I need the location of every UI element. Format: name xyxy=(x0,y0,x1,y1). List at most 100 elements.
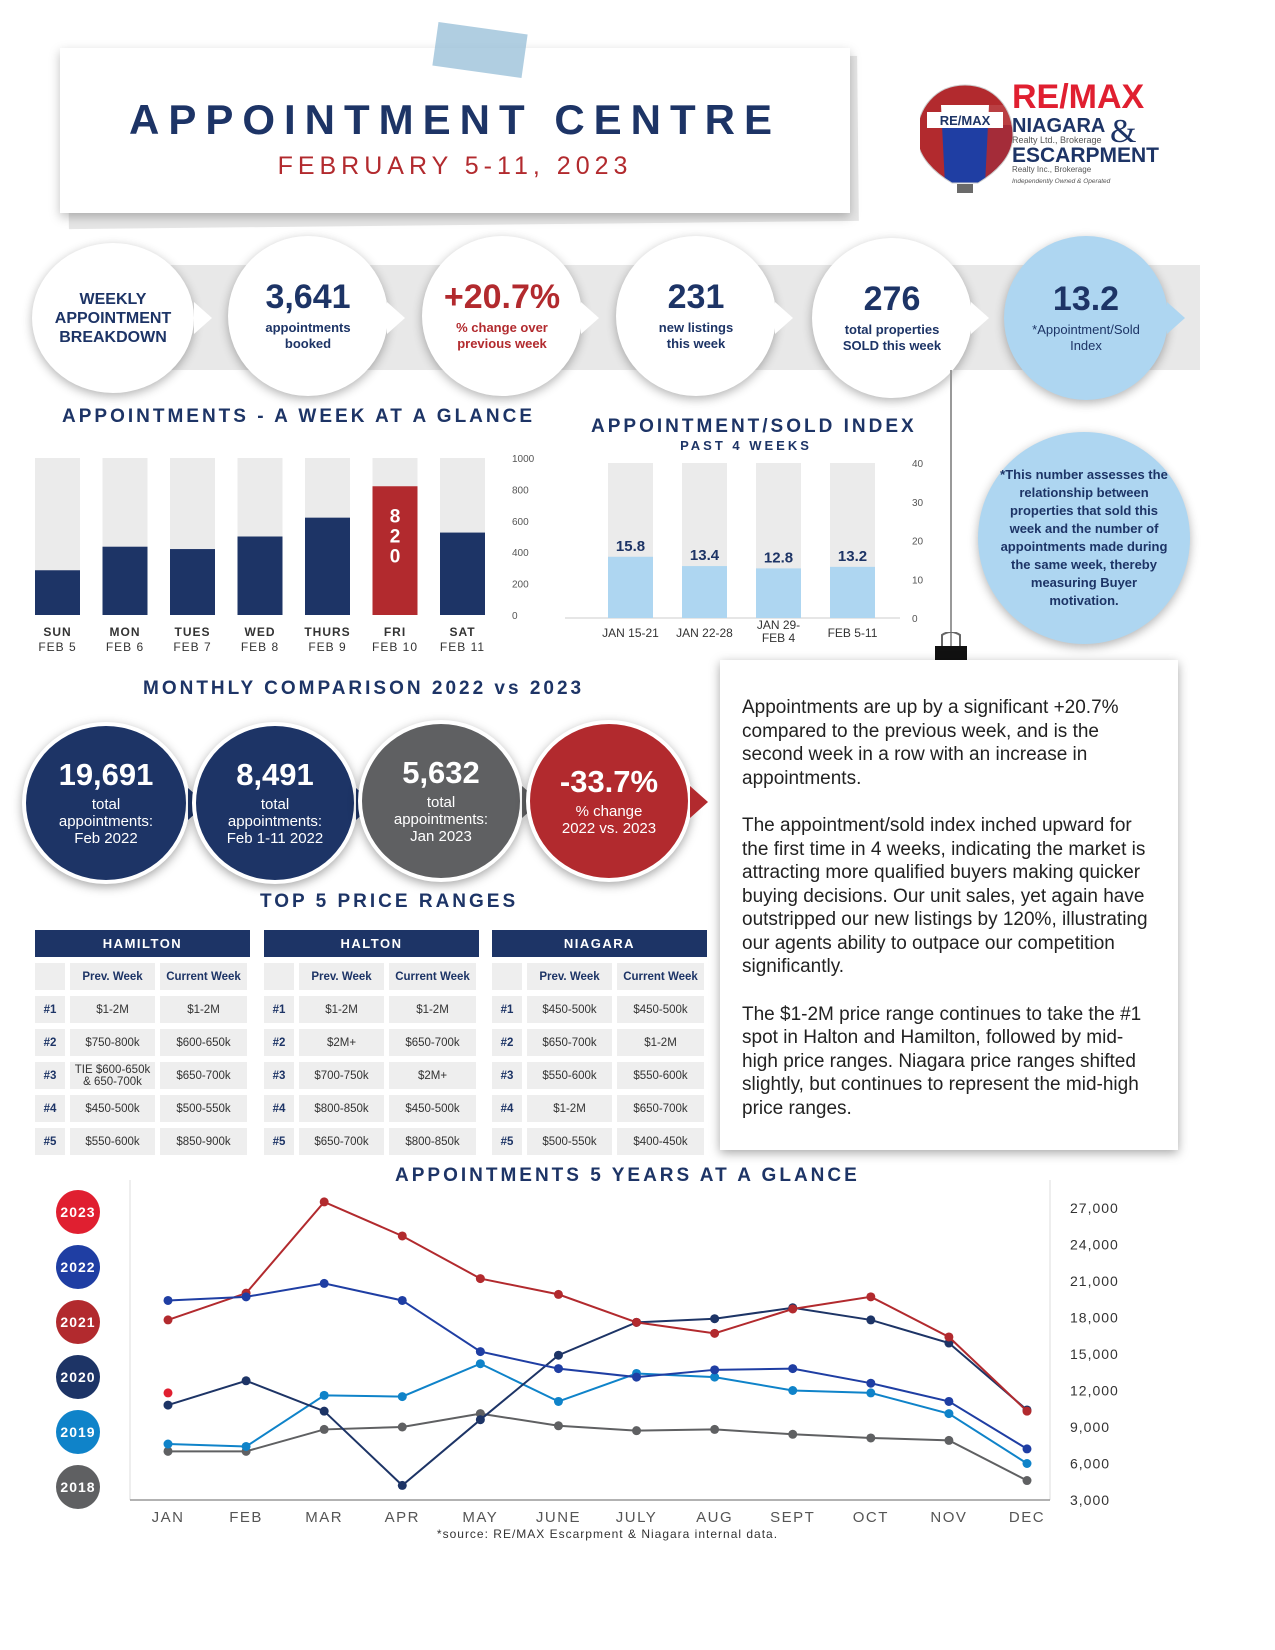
series-line-2020 xyxy=(167,1306,1028,1487)
rank-cell: #1 xyxy=(264,996,294,1023)
prev-week-cell: $550-600k xyxy=(70,1128,155,1155)
data-point-2018 xyxy=(163,1446,173,1456)
percent-change-label: % change over previous week xyxy=(456,320,548,351)
y-tick-label: 24,000 xyxy=(1070,1237,1119,1253)
y-tick-label: 40 xyxy=(912,459,924,470)
stat-arrow xyxy=(775,302,793,334)
current-week-cell: $450-500k xyxy=(389,1095,476,1122)
current-week-cell: $650-700k xyxy=(389,1029,476,1056)
rank-cell: #1 xyxy=(35,996,65,1023)
feb-1-11-2022-circle: 8,491 total appointments: Feb 1-11 2022 xyxy=(192,722,358,884)
five-year-line-chart: 3,000 6,000 9,000 12,000 15,000 18,000 21,000 2… xyxy=(56,1180,1119,1526)
index-subheading: PAST 4 WEEKS xyxy=(680,438,812,453)
y-tick-label: 20 xyxy=(912,537,924,548)
legend-marker-2021 xyxy=(56,1300,100,1344)
rank-cell: #3 xyxy=(264,1062,294,1089)
rank-cell: #5 xyxy=(264,1128,294,1155)
y-tick-label: 800 xyxy=(512,485,529,496)
legend-marker-2020 xyxy=(56,1355,100,1399)
data-point-2020 xyxy=(866,1315,876,1325)
rank-cell: #3 xyxy=(35,1062,65,1089)
jan-2023-total-value: 5,632 xyxy=(402,755,480,790)
y-tick-label: 1000 xyxy=(512,454,535,465)
commentary-panel: Appointments are up by a significant +20… xyxy=(720,660,1178,1150)
index-note-bubble: *This number assesses the relationship b… xyxy=(978,432,1190,644)
rank-cell: #5 xyxy=(492,1128,522,1155)
prev-week-cell: $650-700k xyxy=(527,1029,612,1056)
x-tick-label: OCT xyxy=(853,1509,889,1526)
series-line-2021 xyxy=(167,1200,1028,1412)
rank-cell: #3 xyxy=(492,1062,522,1089)
current-week-cell: $500-550k xyxy=(160,1095,247,1122)
rank-cell: #5 xyxy=(35,1128,65,1155)
appointments-booked-label: appointments booked xyxy=(265,320,351,351)
five-years-heading: APPOINTMENTS 5 YEARS AT A GLANCE xyxy=(395,1165,860,1186)
legend-label: 2019 xyxy=(60,1424,95,1440)
bar-data-label: 8 xyxy=(390,506,401,527)
data-point-2022 xyxy=(1022,1444,1032,1454)
series-line-2022 xyxy=(167,1282,1028,1450)
x-tick-label: JUNE xyxy=(536,1509,581,1526)
index-bar xyxy=(608,556,653,618)
monthly-arrow xyxy=(690,786,708,818)
data-point-2021 xyxy=(475,1274,485,1284)
data-point-2021 xyxy=(710,1328,720,1338)
rank-cell xyxy=(264,963,294,990)
y-tick-label: 3,000 xyxy=(1070,1492,1110,1508)
percent-change-2022-2023-circle: -33.7% % change 2022 vs. 2023 xyxy=(526,720,692,882)
data-point-2021 xyxy=(163,1315,173,1325)
brand-escarpment-sub: Realty Inc., Brokerage xyxy=(1012,165,1092,174)
brand-name: RE/MAX xyxy=(1012,82,1145,116)
index-bar xyxy=(756,568,801,618)
price-table-row: #2 $2M+ $650-700k xyxy=(264,1029,479,1056)
current-week-cell: $550-600k xyxy=(617,1062,704,1089)
data-point-2019 xyxy=(1022,1459,1032,1468)
jan-2023-total-circle: 5,632 total appointments: Jan 2023 xyxy=(358,720,524,882)
x-tick-label: MAY xyxy=(462,1509,498,1526)
series-line-2018 xyxy=(168,1412,1028,1482)
x-tick-date: FEB 8 xyxy=(241,640,279,654)
data-point-2022 xyxy=(632,1372,642,1382)
percent-change-circle: +20.7% % change over previous week xyxy=(422,236,582,396)
x-tick-day: THURS xyxy=(304,625,350,639)
x-tick-day: SAT xyxy=(449,625,475,639)
prev-week-cell: $450-500k xyxy=(70,1095,155,1122)
price-table-title: HAMILTON xyxy=(35,930,250,957)
x-tick-label: JAN xyxy=(152,1509,185,1526)
legend-label: 2021 xyxy=(60,1314,95,1330)
y-tick-label: 200 xyxy=(512,580,529,591)
rank-cell xyxy=(492,963,522,990)
prev-week-cell: $800-850k xyxy=(299,1095,384,1122)
price-heading: TOP 5 PRICE RANGES xyxy=(260,891,519,912)
data-point-2022 xyxy=(553,1364,563,1374)
y-tick-label: 12,000 xyxy=(1070,1383,1119,1399)
source-note: *source: RE/MAX Escarpment & Niagara int… xyxy=(436,1527,779,1541)
bar-fri xyxy=(372,486,418,615)
data-point-2021 xyxy=(866,1292,876,1302)
data-point-2022 xyxy=(163,1295,173,1305)
feb-1-11-2022-value: 8,491 xyxy=(236,757,314,792)
data-point-2021 xyxy=(1022,1406,1032,1416)
x-tick-date: FEB 5 xyxy=(38,640,76,654)
header-banner xyxy=(60,48,850,213)
data-point-2022 xyxy=(866,1378,876,1388)
prev-week-cell: $750-800k xyxy=(70,1029,155,1056)
prev-week-cell: $2M+ xyxy=(299,1029,384,1056)
price-table-hamilton: HAMILTON Prev. Week Current Week #1 $1-2M $1-… xyxy=(35,930,250,1155)
index-bar xyxy=(830,566,875,618)
data-point-2023 xyxy=(163,1388,173,1398)
percent-change-value: +20.7% xyxy=(443,278,561,316)
current-week-cell: $1-2M xyxy=(617,1029,704,1056)
price-table-row: #5 $650-700k $800-850k xyxy=(264,1128,479,1155)
brand-niagara: NIAGARA xyxy=(1012,115,1105,137)
legend-label: 2022 xyxy=(60,1259,95,1275)
rank-cell: #2 xyxy=(264,1029,294,1056)
index-circle: 13.2 *Appointment/Sold Index xyxy=(1004,236,1168,400)
data-point-2020 xyxy=(319,1406,329,1416)
current-week-cell: $600-650k xyxy=(160,1029,247,1056)
legend-marker-2022 xyxy=(56,1245,100,1289)
data-point-2020 xyxy=(710,1314,720,1324)
stat-arrow xyxy=(971,302,989,334)
feb-1-11-2022-label: total appointments: Feb 1-11 2022 xyxy=(226,796,324,847)
legend-label: 2018 xyxy=(60,1479,95,1495)
